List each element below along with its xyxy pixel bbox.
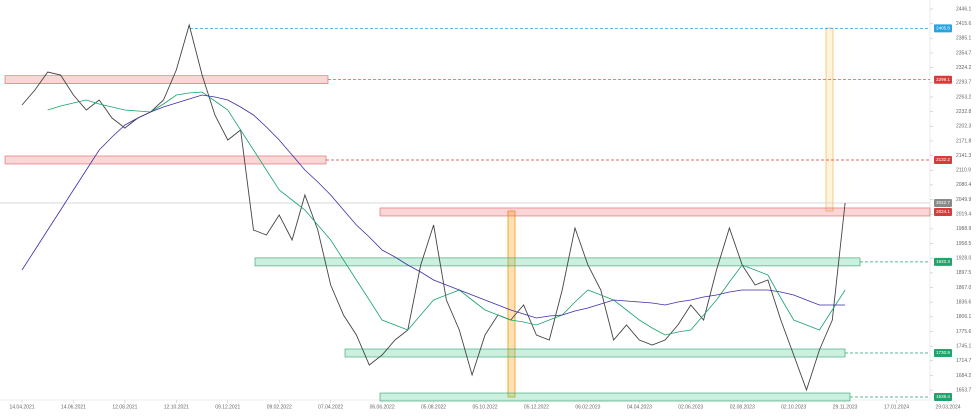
price-tag (934, 155, 952, 164)
zone (254, 257, 861, 267)
x-tick-label: 05.10.2022 (472, 404, 497, 410)
x-tick-label: 07.04.2022 (318, 404, 343, 410)
x-tick-label: 05.12.2022 (524, 404, 549, 410)
zone (344, 348, 846, 358)
price-tag (934, 257, 952, 266)
y-tick-label: 2293.7 (956, 80, 972, 86)
price-tag-label: 2042.7 (936, 200, 950, 205)
y-tick-label: 2202.3 (956, 124, 972, 130)
y-tick-label: 2110.9 (956, 168, 971, 174)
zone (379, 207, 931, 217)
price-tag (934, 393, 952, 402)
y-tick-label: 1988.9 (956, 226, 972, 232)
y-tick-label: 1684.2 (956, 373, 972, 379)
zone (4, 155, 327, 165)
x-tick-label: 05.08.2022 (421, 404, 446, 410)
x-tick-label: 09.12.2021 (215, 404, 240, 410)
x-tick-label: 14.06.2021 (61, 404, 86, 410)
x-tick-label: 04.04.2023 (627, 404, 652, 410)
moving-average (21, 94, 846, 319)
price-tag (934, 349, 952, 358)
price-tag (934, 24, 952, 33)
price-tag-label: 1639.4 (936, 394, 950, 399)
y-tick-label: 2232.8 (956, 109, 972, 115)
price-tag-label: 1730.9 (936, 350, 950, 355)
x-tick-label: 29.03.2024 (935, 404, 960, 410)
price-tag (934, 207, 952, 216)
price-tag-label: 2405.8 (936, 26, 950, 31)
y-tick-label: 2049.9 (956, 197, 972, 203)
y-tick-label: 2415.6 (956, 21, 972, 27)
y-tick-label: 1775.6 (956, 329, 972, 335)
price-tag-label: 2299.1 (936, 77, 950, 82)
y-tick-label: 2263.2 (956, 94, 972, 100)
x-tick-label: 14.04.2021 (9, 404, 34, 410)
y-tick-label: 2324.2 (956, 65, 972, 71)
y-tick-label: 1836.6 (956, 299, 972, 305)
price-tag (934, 75, 952, 84)
x-tick-label: 02.06.2023 (678, 404, 703, 410)
x-tick-label: 06.06.2022 (370, 404, 395, 410)
y-tick-label: 1745.1 (956, 344, 972, 350)
x-tick-label: 06.02.2023 (575, 404, 600, 410)
range-marker (507, 210, 516, 398)
y-tick-label: 1806.1 (956, 314, 972, 320)
x-tick-label: 12.10.2021 (164, 404, 189, 410)
x-tick-label: 17.01.2024 (884, 404, 909, 410)
price-tag-label: 2024.1 (936, 209, 950, 214)
x-tick-label: 02.08.2023 (730, 404, 755, 410)
zone (379, 392, 851, 402)
y-tick-label: 2019.4 (956, 212, 972, 218)
y-tick-label: 2385.1 (956, 36, 972, 42)
y-tick-label: 2080.4 (956, 182, 972, 188)
y-tick-label: 2354.7 (956, 50, 972, 56)
y-tick-label: 1714.7 (956, 358, 972, 364)
y-tick-label: 1867.0 (956, 285, 972, 291)
range-marker (825, 27, 834, 212)
x-tick-label: 02.10.2023 (781, 404, 806, 410)
y-tick-label: 2171.8 (956, 138, 972, 144)
price-tag-label: 1920.3 (936, 259, 950, 264)
y-tick-label: 1897.5 (956, 270, 972, 276)
moving-average (47, 91, 846, 336)
zone (4, 75, 329, 85)
price-line (21, 23, 846, 392)
x-tick-label: 09.02.2022 (267, 404, 292, 410)
x-tick-label: 12.08.2021 (112, 404, 137, 410)
y-tick-label: 1928.0 (956, 256, 972, 262)
y-tick-label: 2141.3 (956, 153, 972, 159)
price-tag-label: 2132.2 (936, 157, 950, 162)
y-tick-label: 2446.1 (956, 6, 972, 12)
y-tick-label: 1958.5 (956, 241, 972, 247)
y-tick-label: 1653.7 (956, 387, 972, 393)
x-tick-label: 29.11.2023 (833, 404, 858, 410)
price-tag (934, 199, 952, 208)
